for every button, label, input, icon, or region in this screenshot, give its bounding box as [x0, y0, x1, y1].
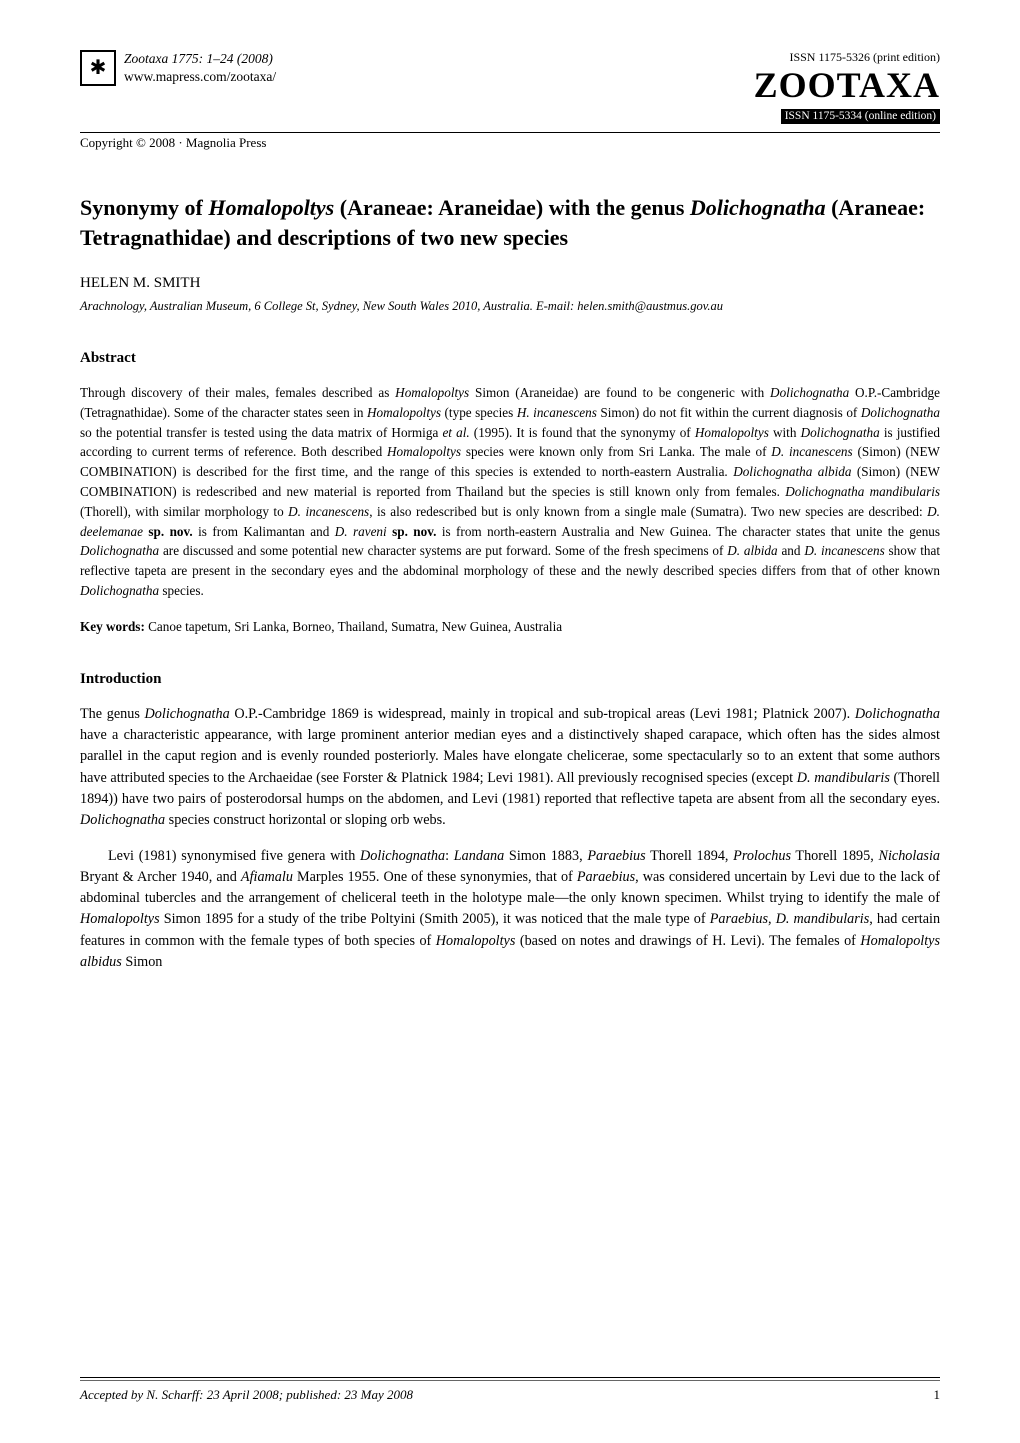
footer-divider-top	[80, 1377, 940, 1378]
abstract-heading: Abstract	[80, 350, 940, 367]
journal-logo-icon: ✱	[80, 50, 116, 86]
keywords-label: Key words:	[80, 619, 145, 634]
intro-para-1: The genus Dolichognatha O.P.-Cambridge 1…	[80, 704, 940, 832]
footer-divider-bottom	[80, 1380, 940, 1381]
author-affiliation: Arachnology, Australian Museum, 6 Colleg…	[80, 298, 940, 314]
introduction-heading: Introduction	[80, 671, 940, 688]
page-number: 1	[934, 1387, 941, 1403]
keywords-line: Key words: Canoe tapetum, Sri Lanka, Bor…	[80, 619, 940, 635]
copyright-line: Copyright © 2008 · Magnolia Press	[80, 135, 940, 151]
journal-url: www.mapress.com/zootaxa/	[124, 68, 276, 86]
author-name: HELEN M. SMITH	[80, 275, 940, 292]
abstract-body: Through discovery of their males, female…	[80, 383, 940, 601]
journal-name: ZOOTAXA	[754, 64, 940, 107]
header-left: ✱ Zootaxa 1775: 1–24 (2008) www.mapress.…	[80, 50, 276, 86]
page-footer: Accepted by N. Scharff: 23 April 2008; p…	[80, 1367, 940, 1403]
article-title: Synonymy of Homalopoltys (Araneae: Arane…	[80, 193, 940, 252]
accepted-line: Accepted by N. Scharff: 23 April 2008; p…	[80, 1387, 413, 1403]
keywords-text: Canoe tapetum, Sri Lanka, Borneo, Thaila…	[145, 619, 562, 634]
header-divider	[80, 132, 940, 133]
journal-issue-line: Zootaxa 1775: 1–24 (2008)	[124, 50, 276, 68]
header-right: ISSN 1175-5326 (print edition) ZOOTAXA I…	[754, 50, 940, 124]
issn-online: ISSN 1175-5334 (online edition)	[781, 109, 940, 125]
logo-glyph: ✱	[90, 58, 107, 78]
footer-row: Accepted by N. Scharff: 23 April 2008; p…	[80, 1387, 940, 1403]
issn-print: ISSN 1175-5326 (print edition)	[754, 50, 940, 64]
journal-header: ✱ Zootaxa 1775: 1–24 (2008) www.mapress.…	[80, 50, 940, 124]
intro-para-2: Levi (1981) synonymised five genera with…	[80, 846, 940, 974]
journal-info: Zootaxa 1775: 1–24 (2008) www.mapress.co…	[124, 50, 276, 86]
